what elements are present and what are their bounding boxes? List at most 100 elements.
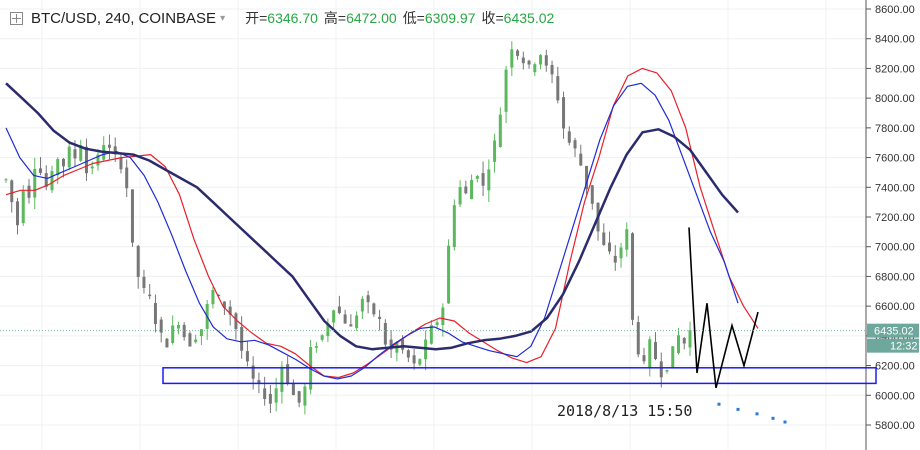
candle-body bbox=[441, 307, 445, 326]
candle-body bbox=[349, 324, 353, 327]
collapse-icon[interactable] bbox=[10, 11, 23, 25]
candle-body bbox=[682, 338, 686, 344]
price-axis-label: 8600.00 bbox=[875, 4, 915, 16]
candle-body bbox=[475, 175, 479, 179]
candle-body bbox=[27, 185, 31, 198]
close-label: 收= bbox=[481, 10, 504, 26]
candle-body bbox=[636, 322, 640, 355]
high-value: 6472.00 bbox=[346, 10, 397, 26]
candle-body bbox=[337, 306, 341, 314]
price-axis-label: 7800.00 bbox=[875, 123, 915, 135]
candle-body bbox=[372, 303, 376, 315]
candle-body bbox=[539, 55, 543, 65]
price-axis-panel bbox=[866, 0, 920, 450]
candle-body bbox=[90, 166, 94, 169]
candle-body bbox=[406, 350, 410, 358]
candle-body bbox=[211, 290, 215, 305]
price-axis-label: 6600.00 bbox=[875, 301, 915, 313]
candle-body bbox=[125, 167, 129, 189]
candle-body bbox=[579, 153, 583, 166]
candle-body bbox=[458, 187, 462, 205]
candle-body bbox=[355, 315, 359, 329]
chevron-down-icon[interactable]: ▾ bbox=[220, 12, 226, 24]
moving-average-line[interactable] bbox=[5, 82, 739, 380]
candle-body bbox=[291, 383, 295, 396]
candle-body bbox=[113, 146, 117, 155]
timer-label-bg bbox=[867, 338, 919, 353]
candle-body bbox=[263, 388, 267, 400]
candle-body bbox=[38, 168, 42, 173]
candle-body bbox=[688, 330, 692, 348]
candle-body bbox=[44, 173, 48, 187]
candle-body bbox=[631, 233, 635, 320]
support-zone-box[interactable] bbox=[162, 367, 877, 385]
candle-body bbox=[378, 316, 382, 320]
candle-body bbox=[228, 306, 232, 315]
candle-body bbox=[602, 232, 606, 245]
date-annotation: 2018/8/13 15:50 bbox=[557, 402, 692, 420]
candle-body bbox=[435, 322, 439, 325]
zigzag-drawing[interactable] bbox=[688, 227, 759, 389]
candle-body bbox=[447, 245, 451, 304]
candle-body bbox=[383, 322, 387, 345]
candle-body bbox=[153, 302, 157, 325]
candle-body bbox=[464, 186, 468, 194]
candle-body bbox=[567, 131, 571, 143]
candle-body bbox=[366, 295, 370, 303]
candle-body bbox=[619, 247, 623, 259]
candle-body bbox=[550, 64, 554, 75]
candle-body bbox=[510, 49, 514, 68]
candle-body bbox=[504, 69, 508, 112]
candle-body bbox=[10, 180, 14, 203]
candle-body bbox=[556, 76, 560, 101]
candle-body bbox=[245, 351, 249, 362]
candle-body bbox=[142, 276, 146, 288]
candle-body bbox=[671, 346, 675, 368]
candle-body bbox=[429, 325, 433, 344]
candle-body bbox=[84, 146, 88, 174]
candle-body bbox=[493, 140, 497, 162]
price-axis-label: 7400.00 bbox=[875, 182, 915, 194]
candle-body bbox=[4, 179, 8, 181]
moving-average-line[interactable] bbox=[5, 67, 759, 379]
candle-body bbox=[418, 359, 422, 365]
candle-body bbox=[33, 169, 37, 198]
candle-body bbox=[487, 169, 491, 191]
price-axis-label: 6800.00 bbox=[875, 271, 915, 283]
price-axis-label: 6200.00 bbox=[875, 361, 915, 373]
candle-body bbox=[527, 60, 531, 65]
low-label: 低= bbox=[402, 10, 425, 26]
price-axis-label: 8000.00 bbox=[875, 93, 915, 105]
candle-body bbox=[257, 380, 261, 384]
candle-body bbox=[562, 97, 566, 129]
candle-body bbox=[320, 335, 324, 340]
candle-body bbox=[182, 324, 186, 338]
open-label: 开= bbox=[245, 10, 268, 26]
candle-body bbox=[268, 393, 272, 404]
candle-body bbox=[412, 355, 416, 364]
candle-body bbox=[544, 55, 548, 66]
candle-body bbox=[96, 154, 100, 166]
candle-body bbox=[654, 342, 658, 360]
candle-body bbox=[470, 179, 474, 200]
price-axis-label: 8200.00 bbox=[875, 63, 915, 75]
candle-body bbox=[159, 319, 163, 333]
projection-dot bbox=[717, 402, 721, 406]
candle-body bbox=[176, 324, 180, 329]
symbol-title[interactable]: BTC/USD, 240, COINBASE bbox=[31, 9, 217, 27]
candle-body bbox=[613, 255, 617, 263]
candle-body bbox=[498, 114, 502, 147]
candle-body bbox=[659, 361, 663, 378]
moving-average-line[interactable] bbox=[5, 82, 739, 351]
price-axis-label: 5800.00 bbox=[875, 420, 915, 432]
candle-body bbox=[286, 364, 290, 384]
last-price-label: 6435.02 bbox=[874, 326, 914, 338]
candle-body bbox=[481, 173, 485, 186]
chart-header: BTC/USD, 240, COINBASE ▾ 开= 6346.70 高= 647… bbox=[10, 6, 554, 30]
candle-body bbox=[61, 158, 65, 167]
candle-body bbox=[67, 146, 71, 168]
candle-body bbox=[521, 57, 525, 64]
candle-body bbox=[343, 314, 347, 324]
candle-body bbox=[625, 229, 629, 250]
